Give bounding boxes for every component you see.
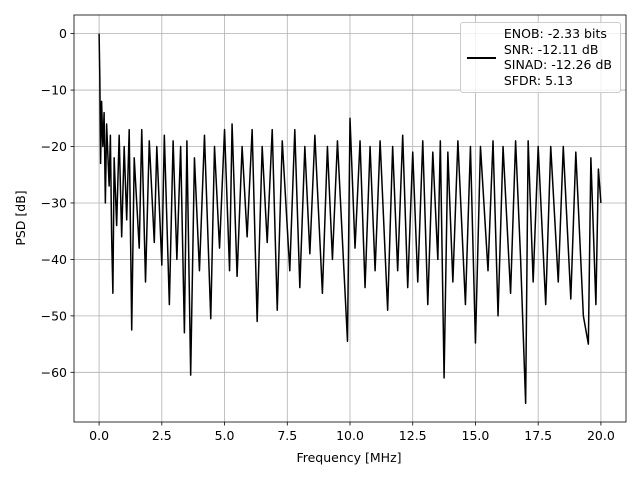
y-tick-label: −50 <box>41 308 67 323</box>
y-axis-label: PSD [dB] <box>13 190 28 245</box>
plot-frame <box>73 14 627 423</box>
x-tick-label: 7.5 <box>277 428 297 443</box>
legend-label: ENOB: -2.33 bits SNR: -12.11 dB SINAD: -… <box>503 26 612 88</box>
legend: ENOB: -2.33 bits SNR: -12.11 dB SINAD: -… <box>459 22 621 93</box>
psd-line <box>98 33 602 405</box>
x-tick-label: 2.5 <box>152 428 172 443</box>
x-tick-label: 20.0 <box>587 428 615 443</box>
y-tick-label: −10 <box>41 83 67 98</box>
y-tick-label: −30 <box>41 195 67 210</box>
x-tick-label: 5.0 <box>215 428 235 443</box>
x-tick-label: 17.5 <box>524 428 552 443</box>
x-tick-label: 10.0 <box>336 428 364 443</box>
legend-swatch <box>466 56 496 59</box>
x-tick-label: 12.5 <box>399 428 427 443</box>
y-tick-label: −40 <box>41 252 67 267</box>
x-tick-label: 0.0 <box>89 428 109 443</box>
y-tick-label: −60 <box>41 365 67 380</box>
x-tick-label: 15.0 <box>462 428 490 443</box>
y-tick-label: −20 <box>41 139 67 154</box>
x-axis-label: Frequency [MHz] <box>296 450 401 465</box>
y-tick-label: 0 <box>59 26 67 41</box>
